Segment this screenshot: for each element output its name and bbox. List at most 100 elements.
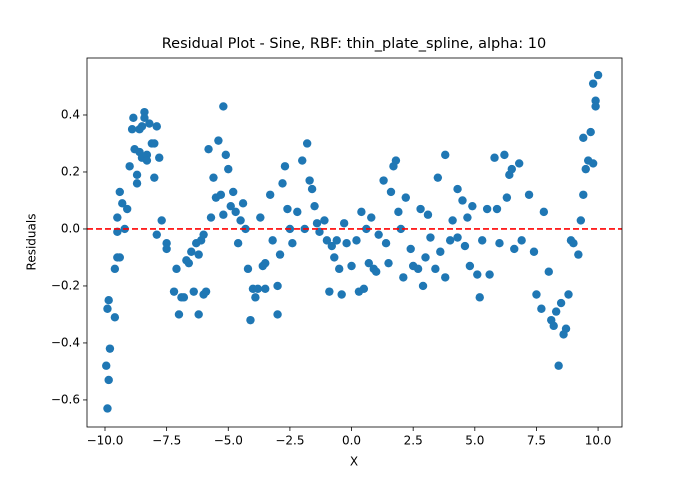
point xyxy=(261,258,270,268)
point xyxy=(574,250,583,259)
point xyxy=(431,264,440,274)
point xyxy=(581,164,590,174)
point xyxy=(209,173,218,182)
point xyxy=(129,113,138,123)
point xyxy=(325,287,334,296)
y-axis-label: Residuals xyxy=(25,214,39,271)
point xyxy=(162,244,171,254)
point xyxy=(238,199,248,208)
point xyxy=(418,281,428,291)
point xyxy=(293,207,302,217)
point xyxy=(357,207,366,217)
point xyxy=(103,304,112,313)
point xyxy=(253,284,263,294)
point xyxy=(115,187,124,197)
point xyxy=(261,284,270,294)
point xyxy=(371,267,381,276)
y-tick-label: 0.0 xyxy=(61,221,80,235)
point xyxy=(463,213,472,222)
point xyxy=(224,164,233,174)
y-tick-label: −0.2 xyxy=(51,278,80,292)
point xyxy=(495,239,504,248)
point xyxy=(256,213,265,222)
point xyxy=(537,304,546,313)
point xyxy=(539,207,549,217)
point xyxy=(549,321,558,331)
point xyxy=(337,290,346,299)
point xyxy=(231,207,240,217)
point xyxy=(579,190,588,199)
point xyxy=(142,156,152,165)
point xyxy=(298,156,307,165)
point xyxy=(320,216,329,225)
point xyxy=(110,313,120,322)
point xyxy=(268,236,277,245)
point xyxy=(127,125,137,134)
point xyxy=(554,361,563,370)
point xyxy=(302,139,312,148)
point xyxy=(172,264,181,274)
point xyxy=(482,204,492,214)
y-tick-label: −0.6 xyxy=(51,392,80,406)
point xyxy=(339,219,349,228)
point xyxy=(307,184,317,194)
point xyxy=(448,216,457,225)
point xyxy=(104,375,113,385)
point xyxy=(273,281,282,291)
chart-title: Residual Plot - Sine, RBF: thin_plate_sp… xyxy=(162,36,547,52)
point xyxy=(194,250,203,259)
point xyxy=(184,258,194,268)
point xyxy=(132,179,142,188)
point xyxy=(125,162,134,171)
point xyxy=(179,293,189,302)
point xyxy=(576,216,586,225)
point xyxy=(593,70,603,80)
point xyxy=(500,150,509,160)
point xyxy=(102,361,111,370)
x-axis-label: X xyxy=(350,455,358,469)
point xyxy=(396,224,406,234)
point xyxy=(514,159,524,168)
point xyxy=(441,273,450,282)
point xyxy=(460,241,470,251)
point xyxy=(507,164,516,174)
point xyxy=(145,119,154,128)
point xyxy=(265,190,275,199)
point xyxy=(551,307,561,316)
point xyxy=(273,310,282,319)
point xyxy=(140,113,149,123)
point xyxy=(416,204,425,214)
point xyxy=(157,216,166,225)
point xyxy=(219,210,228,219)
point xyxy=(364,258,373,268)
point xyxy=(367,213,376,222)
y-tick-label: 0.4 xyxy=(61,107,80,121)
point xyxy=(152,122,161,131)
point xyxy=(110,264,120,274)
point xyxy=(586,127,595,137)
point xyxy=(588,159,598,168)
x-tick-label: 7.5 xyxy=(527,434,546,448)
point xyxy=(473,270,482,279)
point xyxy=(305,176,314,185)
point xyxy=(524,190,534,199)
point xyxy=(433,173,443,182)
point xyxy=(342,239,351,248)
point xyxy=(468,201,477,211)
x-tick-label: −10.0 xyxy=(87,434,124,448)
point xyxy=(105,344,115,353)
point xyxy=(275,250,285,259)
x-tick-label: −2.5 xyxy=(275,434,304,448)
point xyxy=(335,264,344,274)
point xyxy=(401,193,410,202)
point xyxy=(391,156,401,165)
point xyxy=(174,310,184,319)
point xyxy=(189,287,198,296)
point xyxy=(352,236,361,245)
point xyxy=(280,162,290,171)
point xyxy=(347,261,356,271)
point xyxy=(406,244,415,254)
point xyxy=(327,241,337,251)
point xyxy=(229,187,238,197)
